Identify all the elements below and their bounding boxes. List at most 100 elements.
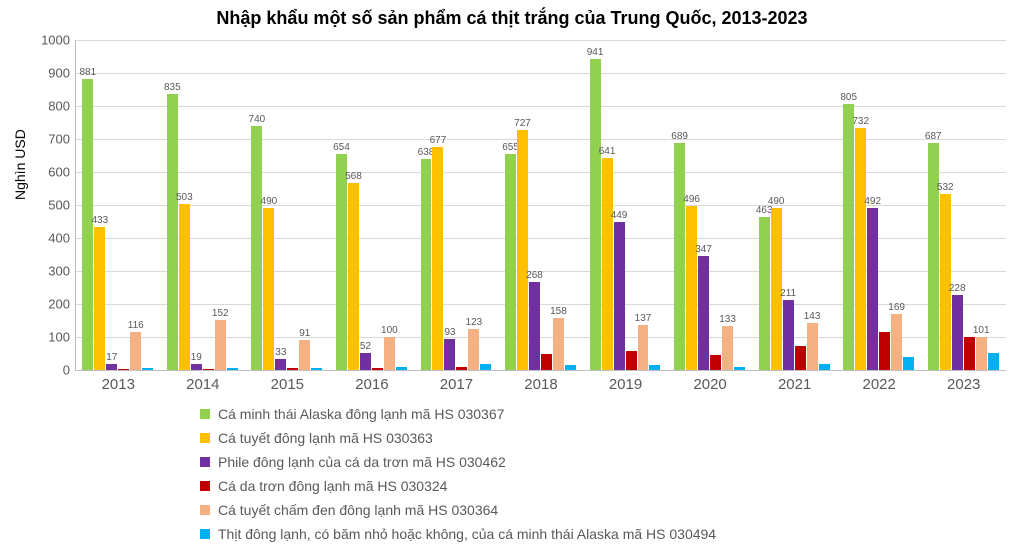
legend-swatch xyxy=(200,481,210,491)
y-tick-label: 300 xyxy=(48,264,76,279)
y-tick-label: 800 xyxy=(48,99,76,114)
y-tick-label: 400 xyxy=(48,231,76,246)
chart-title: Nhập khẩu một số sản phẩm cá thịt trắng … xyxy=(0,8,1024,29)
chart-container: Nhập khẩu một số sản phẩm cá thịt trắng … xyxy=(0,0,1024,555)
bar-value-label: 532 xyxy=(937,182,954,193)
bar: 91 xyxy=(299,340,310,370)
bar xyxy=(819,364,830,370)
bar: 463 xyxy=(759,217,770,370)
bar-value-label: 503 xyxy=(176,192,193,203)
bar xyxy=(795,346,806,370)
bar-value-label: 689 xyxy=(671,131,688,142)
bar xyxy=(227,368,238,370)
bar xyxy=(396,367,407,370)
bar-value-label: 641 xyxy=(599,146,616,157)
x-tick-label: 2015 xyxy=(271,370,304,393)
bar: 169 xyxy=(891,314,902,370)
bar: 449 xyxy=(614,222,625,370)
bar-value-label: 123 xyxy=(466,317,483,328)
bar-value-label: 152 xyxy=(212,308,229,319)
legend-label: Cá minh thái Alaska đông lạnh mã HS 0303… xyxy=(218,406,504,422)
x-tick-label: 2014 xyxy=(186,370,219,393)
bar xyxy=(311,368,322,370)
bar-value-label: 496 xyxy=(683,194,700,205)
year-group: 654568521002016 xyxy=(330,40,415,370)
legend-item: Cá da trơn đông lạnh mã HS 030324 xyxy=(200,474,716,498)
bar-value-label: 93 xyxy=(444,327,455,338)
x-tick-label: 2019 xyxy=(609,370,642,393)
bar: 689 xyxy=(674,143,685,370)
year-group: 881433171162013 xyxy=(76,40,161,370)
bar-value-label: 100 xyxy=(381,325,398,336)
bar: 137 xyxy=(638,325,649,370)
x-tick-label: 2016 xyxy=(355,370,388,393)
bar: 496 xyxy=(686,206,697,370)
bar: 740 xyxy=(251,126,262,370)
bar-value-label: 19 xyxy=(191,352,202,363)
bar xyxy=(734,367,745,370)
bar-value-label: 835 xyxy=(164,82,181,93)
legend-label: Cá tuyết đông lạnh mã HS 030363 xyxy=(218,430,433,446)
x-tick-label: 2022 xyxy=(862,370,895,393)
bar: 638 xyxy=(421,159,432,370)
bar: 100 xyxy=(384,337,395,370)
bar: 347 xyxy=(698,256,709,371)
bar-value-label: 732 xyxy=(852,116,869,127)
bar: 490 xyxy=(263,208,274,370)
year-group: 74049033912015 xyxy=(245,40,330,370)
bar: 677 xyxy=(432,147,443,370)
legend-swatch xyxy=(200,433,210,443)
bar-value-label: 228 xyxy=(949,283,966,294)
bar-value-label: 740 xyxy=(249,114,266,125)
bar: 641 xyxy=(602,158,613,370)
bar: 687 xyxy=(928,143,939,370)
legend-label: Thịt đông lạnh, có băm nhỏ hoặc không, c… xyxy=(218,526,716,542)
bar-value-label: 449 xyxy=(611,210,628,221)
x-tick-label: 2023 xyxy=(947,370,980,393)
bar: 143 xyxy=(807,323,818,370)
bar xyxy=(710,355,721,370)
year-group: 4634902111432021 xyxy=(752,40,837,370)
bar: 727 xyxy=(517,130,528,370)
bar-value-label: 568 xyxy=(345,171,362,182)
bar: 33 xyxy=(275,359,286,370)
bar: 133 xyxy=(722,326,733,370)
bar-value-label: 654 xyxy=(333,142,350,153)
legend-label: Phile đông lạnh của cá da trơn mã HS 030… xyxy=(218,454,506,470)
bar: 101 xyxy=(976,337,987,370)
bar-value-label: 211 xyxy=(780,288,796,299)
bar-value-label: 137 xyxy=(635,313,652,324)
bar: 492 xyxy=(867,208,878,370)
y-axis-label: Nghìn USD xyxy=(12,129,28,200)
y-tick-label: 900 xyxy=(48,66,76,81)
bar xyxy=(879,332,890,370)
bar-value-label: 169 xyxy=(888,302,905,313)
bar-value-label: 17 xyxy=(106,352,117,363)
y-tick-label: 1000 xyxy=(41,33,76,48)
legend-label: Cá tuyết chấm đen đông lạnh mã HS 030364 xyxy=(218,502,498,518)
bar: 158 xyxy=(553,318,564,370)
legend-swatch xyxy=(200,409,210,419)
year-group: 835503191522014 xyxy=(161,40,246,370)
legend: Cá minh thái Alaska đông lạnh mã HS 0303… xyxy=(200,402,716,546)
bar: 805 xyxy=(843,104,854,370)
y-tick-label: 600 xyxy=(48,165,76,180)
bar-value-label: 52 xyxy=(360,341,371,352)
bar: 568 xyxy=(348,183,359,370)
bar: 654 xyxy=(336,154,347,370)
bar-value-label: 490 xyxy=(261,196,278,207)
year-group: 8057324921692022 xyxy=(837,40,922,370)
bar xyxy=(142,368,153,370)
bar: 93 xyxy=(444,339,455,370)
x-tick-label: 2020 xyxy=(693,370,726,393)
legend-label: Cá da trơn đông lạnh mã HS 030324 xyxy=(218,478,447,494)
bar-value-label: 433 xyxy=(91,215,108,226)
bar: 732 xyxy=(855,128,866,370)
x-tick-label: 2017 xyxy=(440,370,473,393)
y-tick-label: 700 xyxy=(48,132,76,147)
bar-value-label: 268 xyxy=(526,270,543,281)
bar: 655 xyxy=(505,154,516,370)
bar-value-label: 133 xyxy=(719,314,736,325)
bar xyxy=(480,364,491,370)
year-group: 6894963471332020 xyxy=(668,40,753,370)
